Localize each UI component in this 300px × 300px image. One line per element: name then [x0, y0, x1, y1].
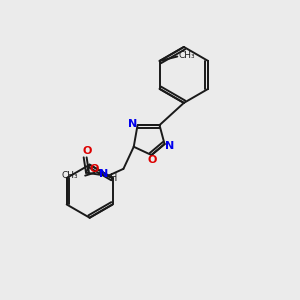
Text: N: N: [99, 169, 108, 179]
Text: O: O: [147, 155, 157, 165]
Text: N: N: [165, 140, 175, 151]
Text: N: N: [128, 119, 137, 129]
Text: O: O: [90, 164, 99, 174]
Text: O: O: [82, 146, 92, 157]
Text: CH₃: CH₃: [179, 51, 195, 60]
Text: H: H: [110, 173, 117, 183]
Text: CH₃: CH₃: [61, 170, 78, 179]
